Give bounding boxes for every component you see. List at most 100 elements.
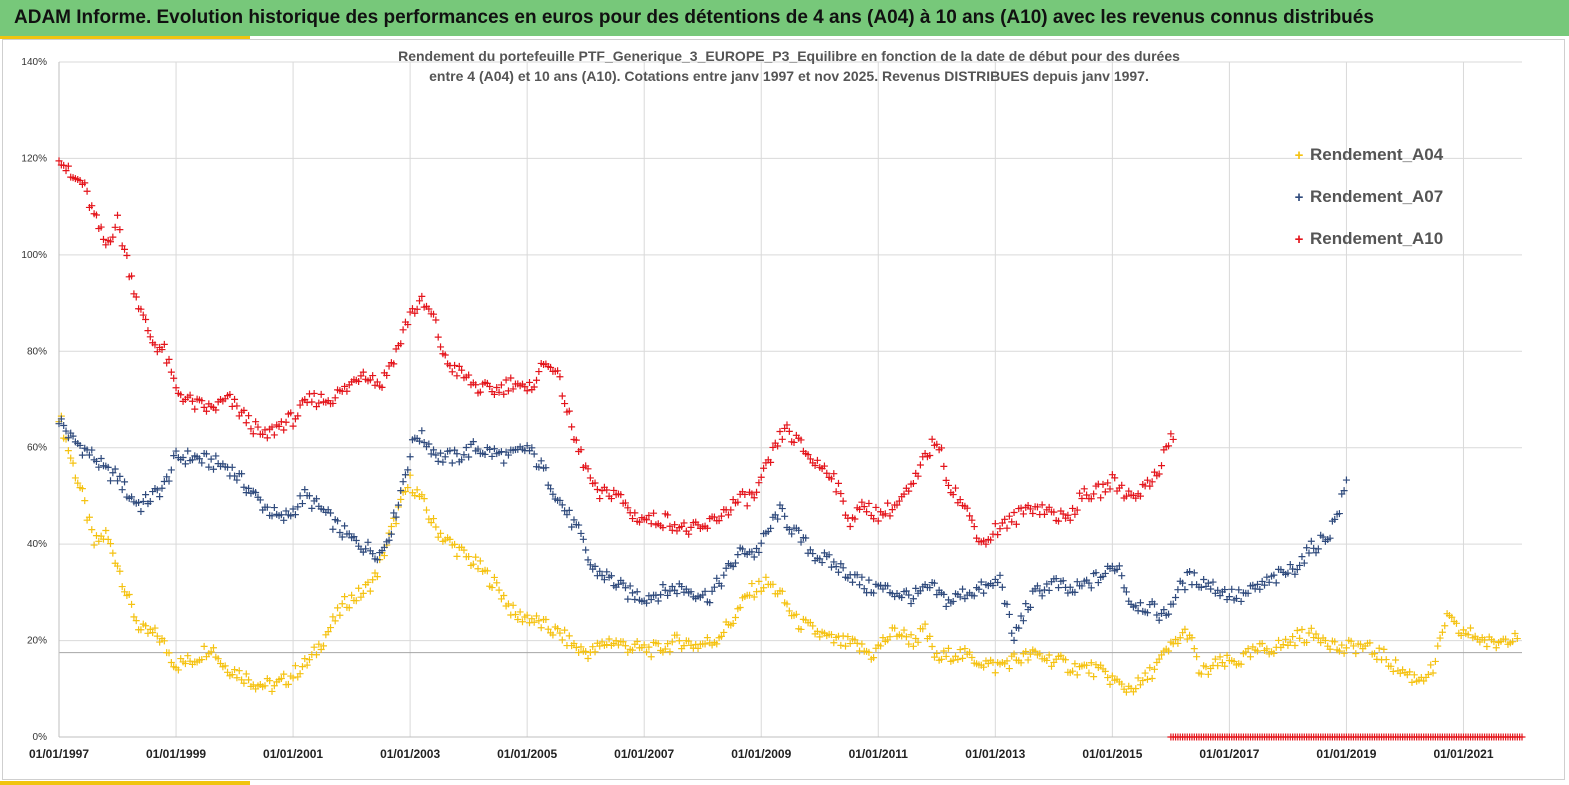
data-point	[928, 435, 936, 443]
data-point	[392, 513, 400, 521]
data-point	[1441, 622, 1449, 630]
data-point	[1118, 481, 1126, 489]
data-point	[411, 492, 419, 500]
data-point	[1335, 647, 1343, 655]
data-point	[905, 591, 913, 599]
data-point	[451, 361, 459, 369]
data-point	[886, 633, 894, 641]
data-point	[1214, 586, 1222, 594]
data-point	[364, 578, 372, 586]
data-point	[998, 583, 1006, 591]
data-point	[628, 515, 636, 523]
data-point	[1038, 501, 1046, 509]
data-point	[476, 388, 484, 396]
data-point	[1158, 609, 1166, 617]
data-point	[537, 457, 545, 465]
data-point	[228, 671, 236, 679]
data-point	[621, 499, 629, 507]
data-point	[776, 501, 784, 509]
data-point	[598, 638, 606, 646]
data-point	[881, 510, 889, 518]
data-point	[235, 667, 243, 675]
data-point	[312, 651, 320, 659]
data-point	[645, 512, 653, 520]
data-point	[1420, 677, 1428, 685]
data-point	[900, 626, 908, 634]
data-point	[1139, 676, 1147, 684]
data-point	[1005, 512, 1013, 520]
data-point	[720, 628, 728, 636]
data-point	[769, 580, 777, 588]
data-point	[774, 515, 782, 523]
data-point	[373, 556, 381, 564]
data-point	[352, 597, 360, 605]
data-point	[245, 676, 253, 684]
data-point	[116, 472, 124, 480]
data-point	[526, 378, 534, 386]
data-point	[579, 535, 587, 543]
data-point	[762, 573, 770, 581]
data-point	[284, 680, 292, 688]
data-point	[1165, 647, 1173, 655]
data-point	[495, 586, 503, 594]
data-point	[172, 384, 180, 392]
accent-bar-bottom	[0, 781, 250, 785]
data-point	[1307, 537, 1315, 545]
data-point	[659, 524, 667, 532]
data-point	[909, 480, 917, 488]
data-point	[357, 372, 365, 380]
data-point	[198, 459, 206, 467]
data-point	[1111, 474, 1119, 482]
data-point	[1005, 610, 1013, 618]
data-point	[839, 564, 847, 572]
data-point	[713, 574, 721, 582]
data-point	[668, 638, 676, 646]
data-point	[701, 587, 709, 595]
data-point	[151, 341, 159, 349]
data-point	[528, 444, 536, 452]
data-point	[345, 530, 353, 538]
data-point	[301, 486, 309, 494]
x-tick-label: 01/01/2021	[1433, 747, 1493, 761]
data-point	[699, 591, 707, 599]
data-point	[1181, 625, 1189, 633]
data-point	[1244, 589, 1252, 597]
legend-label-a10: Rendement_A10	[1310, 229, 1444, 248]
data-point	[341, 522, 349, 530]
chart-legend: + Rendement_A04 + Rendement_A07 + Rendem…	[1290, 134, 1444, 260]
data-point	[858, 573, 866, 581]
data-point	[1055, 517, 1063, 525]
data-point	[839, 497, 847, 505]
data-point	[1284, 569, 1292, 577]
data-point	[1101, 667, 1109, 675]
data-point	[823, 469, 831, 477]
data-point	[710, 513, 718, 521]
data-point	[591, 562, 599, 570]
data-point	[542, 615, 550, 623]
data-point	[1132, 685, 1140, 693]
data-point	[226, 390, 234, 398]
data-point	[530, 450, 538, 458]
data-point	[834, 568, 842, 576]
data-point	[1511, 629, 1519, 637]
data-point	[427, 450, 435, 458]
data-point	[390, 509, 398, 517]
data-point	[200, 403, 208, 411]
data-point	[1115, 562, 1123, 570]
data-point	[359, 589, 367, 597]
x-tick-label: 01/01/2007	[614, 747, 674, 761]
data-point	[755, 548, 763, 556]
data-point	[1291, 570, 1299, 578]
data-point	[956, 646, 964, 654]
data-point	[1214, 662, 1222, 670]
data-point	[1066, 516, 1074, 524]
data-point	[673, 631, 681, 639]
data-point	[1073, 506, 1081, 514]
data-point	[636, 518, 644, 526]
data-point	[661, 645, 669, 653]
data-point	[802, 534, 810, 542]
data-point	[1307, 624, 1315, 632]
data-point	[305, 492, 313, 500]
data-point	[717, 632, 725, 640]
data-point	[1017, 612, 1025, 620]
